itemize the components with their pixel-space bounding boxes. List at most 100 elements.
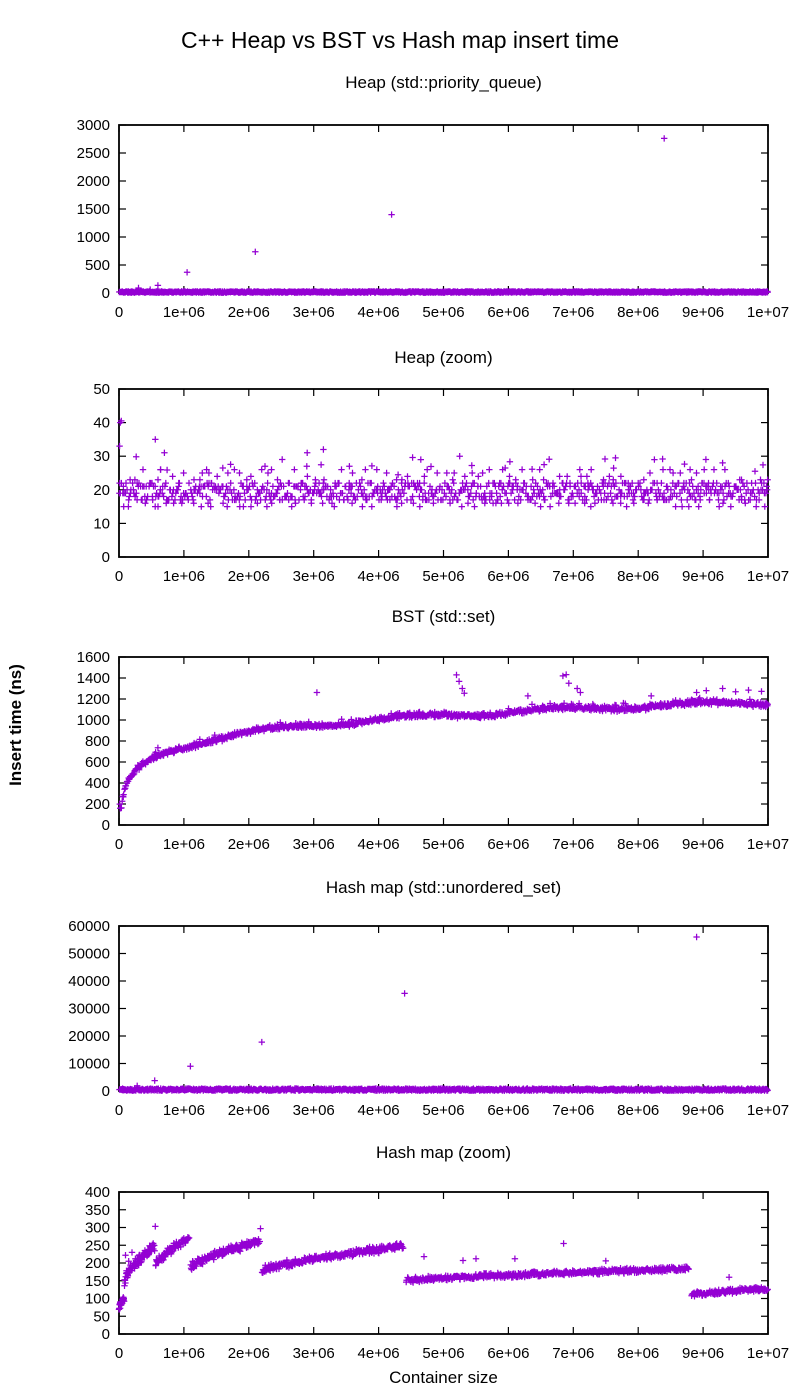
svg-text:1500: 1500: [77, 201, 110, 218]
svg-text:10: 10: [93, 515, 110, 532]
svg-text:40000: 40000: [68, 973, 110, 990]
svg-text:5e+06: 5e+06: [422, 304, 464, 321]
svg-text:9e+06: 9e+06: [682, 1102, 724, 1119]
svg-text:9e+06: 9e+06: [682, 304, 724, 321]
svg-text:8e+06: 8e+06: [617, 1345, 659, 1362]
svg-text:1600: 1600: [77, 649, 110, 666]
svg-text:5e+06: 5e+06: [422, 1345, 464, 1362]
svg-text:2e+06: 2e+06: [228, 1102, 270, 1119]
svg-text:9e+06: 9e+06: [682, 1345, 724, 1362]
svg-text:6e+06: 6e+06: [487, 836, 529, 853]
chart-bst: 0 1e+06 2e+06 3e+06 4e+06 5e+06 6e+06 7e+06 8e+0…: [77, 649, 789, 853]
series-heap-main-outliers: [135, 135, 668, 293]
svg-text:60000: 60000: [68, 918, 110, 935]
svg-text:200: 200: [85, 796, 110, 813]
chart-title-hash-zoom: Hash map (zoom): [375, 1143, 512, 1162]
svg-text:2e+06: 2e+06: [228, 836, 270, 853]
svg-text:100: 100: [85, 1291, 110, 1308]
svg-text:0: 0: [102, 549, 110, 566]
chart-heap-main: 0 1e+06 2e+06 3e+06 4e+06 5e+06 6e+06 7e+06 8e+0…: [77, 117, 789, 321]
svg-text:1e+06: 1e+06: [163, 1345, 205, 1362]
svg-text:10000: 10000: [68, 1056, 110, 1073]
chart-hash-main: 0 1e+06 2e+06 3e+06 4e+06 5e+06 6e+06 7e+06 8e+0…: [68, 918, 789, 1119]
svg-text:30: 30: [93, 448, 110, 465]
svg-text:1e+07: 1e+07: [747, 568, 789, 585]
svg-text:1000: 1000: [77, 229, 110, 246]
svg-text:400: 400: [85, 775, 110, 792]
svg-text:4e+06: 4e+06: [358, 836, 400, 853]
svg-text:1400: 1400: [77, 670, 110, 687]
chart-title-heap-zoom: Heap (zoom): [394, 348, 493, 367]
series-heap-zoom-high-band: [116, 466, 771, 487]
svg-text:7e+06: 7e+06: [552, 568, 594, 585]
figure-title: C++ Heap vs BST vs Hash map insert time: [180, 27, 620, 53]
chart-title-bst: BST (std::set): [391, 607, 496, 626]
svg-text:4e+06: 4e+06: [358, 568, 400, 585]
series-hash-zoom-outliers: [122, 1223, 733, 1281]
svg-text:9e+06: 9e+06: [682, 836, 724, 853]
svg-text:0: 0: [102, 1083, 110, 1100]
svg-text:2500: 2500: [77, 145, 110, 162]
svg-text:350: 350: [85, 1202, 110, 1219]
svg-text:2e+06: 2e+06: [228, 568, 270, 585]
svg-text:6e+06: 6e+06: [487, 568, 529, 585]
svg-text:500: 500: [85, 257, 110, 274]
svg-text:0: 0: [115, 1345, 123, 1362]
svg-text:40: 40: [93, 415, 110, 432]
svg-text:3000: 3000: [77, 117, 110, 134]
series-bst-log-growth: [116, 694, 771, 812]
x-axis-label: Container size: [389, 1368, 498, 1387]
svg-text:8e+06: 8e+06: [617, 1102, 659, 1119]
svg-text:1e+06: 1e+06: [163, 836, 205, 853]
svg-text:3e+06: 3e+06: [293, 1102, 335, 1119]
svg-text:20000: 20000: [68, 1028, 110, 1045]
svg-text:400: 400: [85, 1184, 110, 1201]
svg-text:5e+06: 5e+06: [422, 836, 464, 853]
svg-text:0: 0: [102, 817, 110, 834]
series-hash-zoom-sawtooth: [115, 1234, 771, 1313]
series-heap-zoom-outliers: [116, 417, 759, 478]
svg-text:0: 0: [115, 568, 123, 585]
svg-text:800: 800: [85, 733, 110, 750]
svg-text:9e+06: 9e+06: [682, 568, 724, 585]
series-heap-main-baseline-band: [116, 288, 771, 296]
svg-text:1200: 1200: [77, 691, 110, 708]
svg-text:3e+06: 3e+06: [293, 1345, 335, 1362]
series-hash-main-baseline-band: [116, 1085, 771, 1094]
svg-text:7e+06: 7e+06: [552, 1345, 594, 1362]
svg-text:8e+06: 8e+06: [617, 568, 659, 585]
svg-text:8e+06: 8e+06: [617, 304, 659, 321]
chart-hash-zoom: 0 1e+06 2e+06 3e+06 4e+06 5e+06 6e+06 7e+06 8e+0…: [85, 1184, 789, 1362]
series-hash-main-rehash-spikes: [134, 933, 700, 1089]
svg-text:7e+06: 7e+06: [552, 836, 594, 853]
svg-text:2e+06: 2e+06: [228, 304, 270, 321]
svg-text:250: 250: [85, 1237, 110, 1254]
svg-text:600: 600: [85, 754, 110, 771]
svg-text:200: 200: [85, 1255, 110, 1272]
svg-text:50000: 50000: [68, 946, 110, 963]
svg-text:4e+06: 4e+06: [358, 1102, 400, 1119]
svg-text:4e+06: 4e+06: [358, 304, 400, 321]
svg-text:150: 150: [85, 1273, 110, 1290]
svg-text:1000: 1000: [77, 712, 110, 729]
svg-text:4e+06: 4e+06: [358, 1345, 400, 1362]
chart-title-hash-main: Hash map (std::unordered_set): [325, 878, 562, 897]
svg-text:7e+06: 7e+06: [552, 304, 594, 321]
svg-text:20: 20: [93, 482, 110, 499]
svg-text:0: 0: [102, 285, 110, 302]
svg-text:0: 0: [115, 836, 123, 853]
svg-text:0: 0: [102, 1326, 110, 1343]
svg-text:3e+06: 3e+06: [293, 836, 335, 853]
chart-title-heap-main: Heap (std::priority_queue): [345, 73, 542, 92]
series-heap-zoom-sparse-high: [133, 453, 767, 474]
svg-text:50: 50: [93, 381, 110, 398]
svg-text:1e+07: 1e+07: [747, 304, 789, 321]
svg-text:1e+07: 1e+07: [747, 1345, 789, 1362]
svg-text:5e+06: 5e+06: [422, 568, 464, 585]
svg-text:1e+06: 1e+06: [163, 304, 205, 321]
svg-text:1e+07: 1e+07: [747, 1102, 789, 1119]
chart-heap-zoom: 0 1e+06 2e+06 3e+06 4e+06 5e+06 6e+06 7e+06 8e+0…: [93, 381, 789, 585]
svg-text:6e+06: 6e+06: [487, 1102, 529, 1119]
svg-text:6e+06: 6e+06: [487, 304, 529, 321]
